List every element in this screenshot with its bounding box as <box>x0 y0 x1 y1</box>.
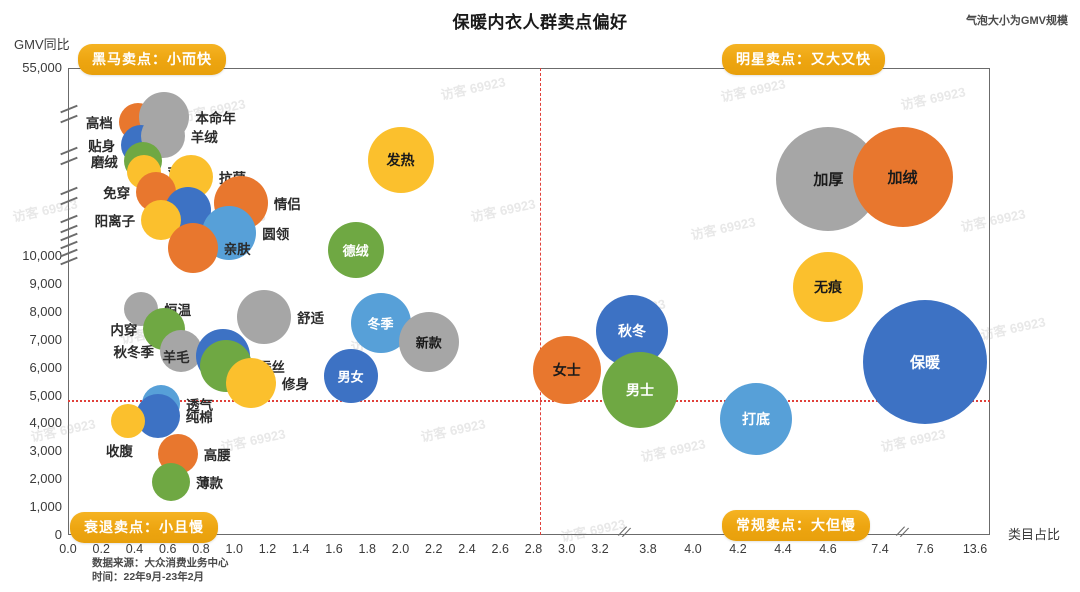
bubble-亲肤[interactable] <box>167 223 218 274</box>
x-tick-label: 1.4 <box>292 542 310 556</box>
x-tick-label: 7.4 <box>871 542 889 556</box>
quadrant-divider-horizontal <box>68 400 990 402</box>
x-tick-label: 3.8 <box>639 542 657 556</box>
y-tick-label: 4,000 <box>29 415 62 431</box>
bubble-无痕[interactable] <box>793 251 863 322</box>
x-tick-label: 13.6 <box>962 542 988 556</box>
bubble-保暖[interactable] <box>863 300 987 425</box>
y-tick-label: 5,000 <box>29 387 62 403</box>
x-tick-label: 0.4 <box>125 542 144 556</box>
y-tick-label: 1,000 <box>29 499 62 515</box>
x-tick-label: 0.0 <box>59 542 77 556</box>
x-tick-label: 3.2 <box>591 542 609 556</box>
x-tick-label: 4.6 <box>819 542 837 556</box>
quadrant-badge-bottom-left: 衰退卖点：小且慢 <box>70 512 218 543</box>
x-tick-label: 0.6 <box>159 542 177 556</box>
bubble-label: 秋冬季 <box>113 344 155 360</box>
bubble-男士[interactable] <box>602 351 678 428</box>
y-tick-label: 8,000 <box>29 303 62 319</box>
bubble-label: 本命年 <box>195 111 236 127</box>
x-tick-label: 0.8 <box>192 542 210 556</box>
bubble-label: 阳离子 <box>94 214 136 230</box>
bubble-label: 圆领 <box>262 227 290 243</box>
bubble-label: 内穿 <box>110 322 138 338</box>
bubble-加绒[interactable] <box>852 126 953 227</box>
page-title: 保暖内衣人群卖点偏好 <box>452 13 628 32</box>
footer-period: 时间：22年9月-23年2月 <box>92 571 205 583</box>
bubble-label: 透气 <box>186 397 214 413</box>
x-tick-label: 4.4 <box>774 542 792 556</box>
bubble-舒适[interactable] <box>237 290 292 345</box>
x-tick-label: 3.0 <box>558 542 576 556</box>
quadrant-badge-top-left: 黑马卖点：小而快 <box>78 44 226 75</box>
bubble-label: 收腹 <box>105 443 133 459</box>
y-tick-label: 55,000 <box>22 60 62 75</box>
plot-area <box>68 68 990 535</box>
bubble-德绒[interactable] <box>327 221 384 278</box>
y-tick-label: 7,000 <box>29 331 62 347</box>
bubble-label: 磨绒 <box>90 154 118 170</box>
y-tick-label: 6,000 <box>29 359 62 375</box>
bubble-label: 亲肤 <box>223 242 251 258</box>
bubble-label: 贴身 <box>88 139 116 155</box>
bubble-修身[interactable] <box>225 357 276 408</box>
footer-source: 数据来源：大众消费业务中心 <box>92 557 229 569</box>
x-tick-label: 1.0 <box>225 542 243 556</box>
bubble-收腹[interactable] <box>110 403 145 438</box>
x-tick-label: 2.2 <box>425 542 443 556</box>
bubble-薄款[interactable] <box>152 462 191 501</box>
bubble-新款[interactable] <box>398 312 459 373</box>
y-tick-label: 0 <box>54 527 62 542</box>
bubble-label: 舒适 <box>297 311 325 327</box>
x-tick-label: 1.6 <box>325 542 343 556</box>
bubble-size-note: 气泡大小为GMV规模 <box>965 15 1068 27</box>
bubble-label: 羊毛 <box>162 350 190 366</box>
bubble-label: 高腰 <box>203 448 231 464</box>
x-tick-label: 2.8 <box>524 542 543 556</box>
x-tick-label: 0.2 <box>92 542 110 556</box>
y-tick-label: 9,000 <box>29 275 62 291</box>
bubble-label: 纯棉 <box>185 410 213 426</box>
quadrant-badge-bottom-right: 常规卖点：大但慢 <box>722 510 870 541</box>
y-tick-label: 2,000 <box>29 471 62 487</box>
y-tick-label: 10,000 <box>22 248 62 263</box>
footer-notes: 数据来源：大众消费业务中心 时间：22年9月-23年2月 <box>92 556 229 584</box>
bubble-发热[interactable] <box>367 126 434 193</box>
bubble-label: 羊绒 <box>190 129 218 145</box>
bubble-秋冬季[interactable] <box>160 329 203 372</box>
bubble-女士[interactable] <box>532 336 601 405</box>
bubble-label: 免穿 <box>103 186 131 202</box>
bubble-男女[interactable] <box>323 348 378 403</box>
quadrant-divider-vertical <box>540 68 541 535</box>
bubble-打底[interactable] <box>720 383 792 456</box>
x-tick-label: 2.6 <box>491 542 509 556</box>
y-axis-title: GMV同比 <box>14 37 70 52</box>
bubble-label: 修身 <box>281 376 309 392</box>
quadrant-badge-top-right: 明星卖点：又大又快 <box>722 44 885 75</box>
bubble-label: 情侣 <box>273 197 301 213</box>
bubble-label: 薄款 <box>196 475 224 491</box>
x-tick-label: 4.0 <box>684 542 702 556</box>
x-tick-label: 2.4 <box>458 542 476 556</box>
x-axis-title: 类目占比 <box>1008 527 1061 542</box>
x-tick-label: 1.2 <box>258 542 277 556</box>
bubble-label: 高档 <box>85 116 113 132</box>
y-tick-label: 3,000 <box>29 443 62 459</box>
x-tick-label: 4.2 <box>729 542 747 556</box>
x-tick-label: 1.8 <box>358 542 376 556</box>
x-tick-label: 2.0 <box>391 542 410 556</box>
x-tick-label: 7.6 <box>916 542 934 556</box>
